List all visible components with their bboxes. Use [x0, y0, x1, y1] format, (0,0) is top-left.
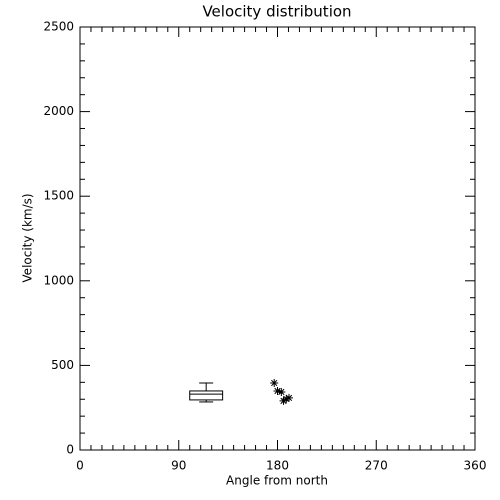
point [282, 394, 291, 403]
x-tick-label: 270 [365, 459, 388, 473]
y-tick-label: 1500 [43, 189, 74, 203]
y-tick-label: 0 [66, 443, 74, 457]
point [285, 393, 294, 402]
plot-frame [79, 26, 476, 451]
y-tick-label: 2500 [43, 20, 74, 34]
y-tick-label: 2000 [43, 104, 74, 118]
box [189, 390, 224, 401]
chart-title: Velocity distribution [202, 3, 351, 21]
y-tick-label: 1000 [43, 273, 74, 287]
point [277, 387, 286, 396]
x-tick-label: 90 [171, 459, 186, 473]
point [279, 396, 288, 405]
y-axis-label: Velocity (km/s) [21, 193, 35, 282]
point [273, 386, 282, 395]
x-tick-label: 360 [464, 459, 487, 473]
y-tick-label: 500 [51, 358, 74, 372]
point [270, 378, 279, 387]
x-tick-label: 0 [76, 459, 84, 473]
x-tick-label: 180 [266, 459, 289, 473]
x-axis-label: Angle from north [226, 474, 328, 488]
